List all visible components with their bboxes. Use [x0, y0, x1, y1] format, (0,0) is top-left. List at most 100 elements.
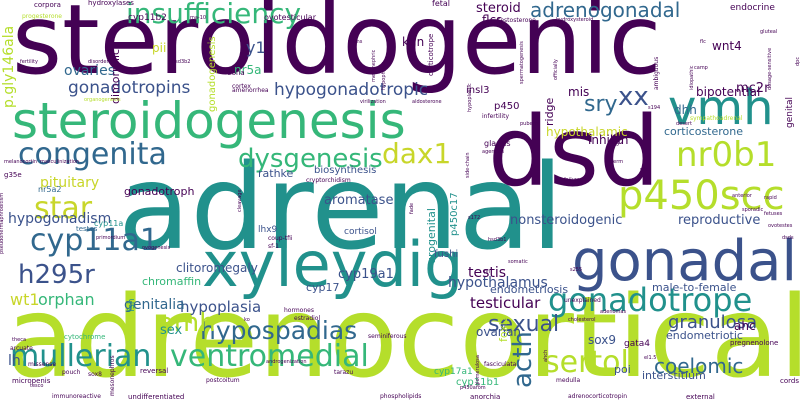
cloud-word-sf-1: sf-1 [268, 243, 279, 250]
cloud-word-orphan: orphan [38, 290, 95, 309]
cloud-word-tesco: tesco [30, 383, 44, 389]
cloud-word-corpora: corpora [34, 1, 61, 9]
cloud-word-fade: fade [409, 202, 415, 214]
cloud-word-hypophysis: hypophysis [381, 61, 387, 90]
cloud-word-dosage-sensitive: dosage-sensitive [767, 47, 773, 90]
cloud-word-sympathoadrenal: sympathoadrenal [690, 115, 743, 122]
cloud-word-pii-small: pii [484, 269, 490, 275]
cloud-word-biosynthesis: biosynthesis [314, 165, 377, 176]
cloud-word-steroidogenic: steroidogenic [12, 0, 662, 96]
cloud-word-gonadotrope: gonadotrope [548, 281, 753, 319]
cloud-word-hypoplasia: hypoplasia [180, 298, 262, 316]
cloud-word-vmh: vmh [668, 80, 774, 136]
cloud-word-endometriosis: endometriosis [490, 283, 569, 296]
cloud-word-xyleydig: xyleydig [202, 228, 464, 301]
cloud-word-p-gly146ala: p.gly146ala [1, 25, 17, 108]
cloud-word-gonadotroph: gonadotroph [124, 185, 195, 198]
cloud-word-pii: pii [152, 41, 167, 55]
cloud-word-fertility: fertility [20, 59, 38, 65]
cloud-word-hypothalamic: hypothalamic [546, 125, 628, 139]
cloud-word-medulla: medulla [556, 377, 581, 384]
cloud-word-amh: amh [158, 308, 216, 338]
cloud-word-phospholipids: phospholipids [380, 393, 422, 400]
cloud-word-dpc: dpc [795, 56, 801, 66]
cloud-word-failure: failure [564, 177, 580, 183]
cloud-word-bipotential: bipotential [696, 85, 761, 99]
cloud-word-hypoplastic: hypoplastic [467, 83, 473, 112]
cloud-word-dax1: dax1 [382, 137, 452, 170]
cloud-word-nr5a: nr5a [234, 63, 262, 77]
cloud-word-side-chain: side-chain [465, 152, 471, 178]
cloud-word-pregnenolone: pregnenolone [730, 339, 779, 347]
cloud-word-steroidogenesis: steroidogenesis [12, 92, 406, 150]
cloud-word-poi: poi [614, 363, 631, 376]
cloud-word-cortisol: cortisol [344, 227, 377, 237]
cloud-word-dysgenesis: dysgenesis [238, 144, 383, 174]
cloud-word-coelomic: coelomic [654, 354, 744, 378]
cloud-word-masculinization: masculinization [40, 159, 80, 165]
cloud-word-anorchia: anorchia [470, 393, 501, 401]
cloud-word-ovotesticular: ovotesticular [264, 13, 316, 22]
cloud-word-primordium: primordium [96, 235, 126, 241]
cloud-word-wilms: wilms [348, 39, 363, 45]
cloud-word-p450c17: p450c17 [449, 192, 460, 236]
cloud-word-cyp11a: cyp11a [94, 219, 124, 228]
cloud-word-immunoreactive: immunoreactive [52, 393, 101, 400]
cloud-word-s172: s172 [468, 215, 481, 221]
cloud-word-adrenocorticotropin: adrenocorticotropin [568, 393, 628, 400]
cloud-word-insl3: insl3 [466, 85, 490, 96]
cloud-word-inhibin: inhibin [588, 133, 629, 147]
cloud-word-sox8: sox8 [88, 371, 102, 378]
cloud-word-pituitary: pituitary [40, 175, 100, 191]
cloud-word-interstitium: interstitium [642, 369, 706, 382]
cloud-word-corticosterone: corticosterone [664, 125, 744, 138]
cloud-word-testosterone: testosterone [498, 17, 536, 24]
cloud-word-micropenis: micropenis [12, 377, 51, 385]
cloud-word-progesterone: progesterone [22, 13, 62, 20]
cloud-word-nonsteroidogenic: nonsteroidogenic [510, 213, 623, 228]
cloud-word-estradiol: estradiol [294, 315, 321, 322]
cloud-word-cords: cords [780, 377, 799, 385]
cloud-word-hormones: hormones [284, 307, 314, 314]
cloud-word-mis: mis [568, 85, 590, 99]
cloud-word-cyp17a1: cyp17a1 [434, 367, 473, 377]
cloud-word-fasciculata: fasciculata [484, 361, 517, 368]
cloud-word-p450scc: p450scc [618, 173, 785, 219]
cloud-word-lhx9: lhx9 [258, 225, 278, 235]
cloud-word-sexual: sexual [488, 312, 560, 337]
cloud-word-mesonephros: mesonephros [109, 355, 116, 396]
cloud-word-adenomas: adenomas [600, 309, 627, 315]
cloud-word-lh: lh [8, 353, 21, 369]
cloud-word-congenita: congenita [18, 137, 167, 172]
cloud-word-mullerian: mullerian [10, 339, 152, 374]
cloud-word-gnrh: gnrh [407, 45, 415, 62]
cloud-word-fog2: fog2 [610, 139, 624, 146]
cloud-word-urogenital: urogenital [425, 208, 438, 264]
cloud-word-hypothalamus: hypothalamus [448, 275, 548, 291]
cloud-word-tarazu: tarazu [334, 369, 354, 376]
cloud-word-cyp11b2: cyp11b2 [128, 13, 167, 23]
cloud-word-fushi: fushi [434, 249, 459, 260]
cloud-word-aldosterone: aldosterone [412, 99, 442, 105]
cloud-word-male-to-female: male-to-female [652, 281, 737, 294]
cloud-word-glomerulosa: glomerulosa [475, 355, 481, 386]
cloud-word-infertility: infertility [482, 113, 509, 120]
cloud-word-genital: genital [785, 97, 795, 128]
cloud-word-puberty: puberty [520, 121, 540, 127]
cloud-word-pouch: pouch [62, 369, 81, 376]
cloud-word-sox9: sox9 [588, 333, 616, 347]
cloud-word-cholesterol: cholesterol [568, 317, 596, 323]
cloud-word-r2c: r2c [640, 167, 648, 173]
cloud-word-pseudohermaphroditism: pseudohermaphroditism [0, 192, 5, 254]
cloud-word-clitoromegaly: clitoromegaly [176, 261, 258, 275]
cloud-word-adrenogonadal: adrenogonadal [530, 0, 681, 22]
cloud-word-star: star [34, 191, 93, 226]
cloud-word-ovotestes: ovotestes [768, 223, 793, 229]
cloud-word-p450arom: p450arom [460, 385, 486, 391]
cloud-word-ambiguous: ambiguous [653, 56, 660, 90]
cloud-word-desert: desert [676, 121, 692, 127]
cloud-word-cyp11a1: cyp11a1 [30, 223, 159, 258]
cloud-word-ahch: ahch [543, 349, 549, 362]
cloud-word-flcs: flcs [482, 13, 503, 27]
